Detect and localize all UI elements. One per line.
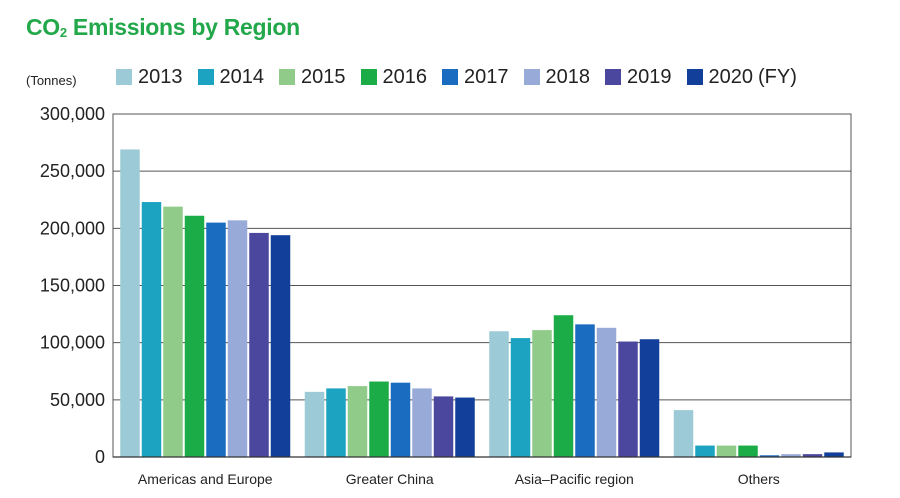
legend-item-2016: 2016 xyxy=(360,65,428,89)
bar-2019 xyxy=(249,232,269,457)
bar-2014 xyxy=(326,388,346,457)
title-subscript: 2 xyxy=(59,25,67,40)
bar-2015 xyxy=(532,330,552,457)
bar-2013 xyxy=(673,410,694,457)
legend-label: 2017 xyxy=(464,65,509,88)
y-tick-label: 300,000 xyxy=(40,104,105,124)
title-rest: Emissions by Region xyxy=(66,14,300,40)
legend-swatch xyxy=(116,69,132,85)
x-category-label: Greater China xyxy=(346,471,434,487)
bar-2017 xyxy=(390,382,411,457)
y-axis-unit-label: (Tonnes) xyxy=(26,73,77,88)
y-tick-label: 150,000 xyxy=(40,276,105,296)
legend-label: 2014 xyxy=(219,65,265,88)
legend-item-2015: 2015 xyxy=(279,66,346,89)
y-tick-label: 50,000 xyxy=(50,390,105,410)
legend-swatch xyxy=(523,69,540,85)
bar-2020 xyxy=(455,397,475,457)
y-tick-label: 200,000 xyxy=(40,218,105,238)
legend-suffix: (FY) xyxy=(758,65,797,88)
legend-swatch xyxy=(197,69,214,85)
legend-label: 2015 xyxy=(301,65,346,88)
chart-title: CO2 Emissions by Region xyxy=(26,14,300,41)
bar-2017 xyxy=(206,222,226,457)
bar-2016 xyxy=(369,381,389,457)
bar-2015 xyxy=(163,206,183,457)
legend-item-2020: 2020 (FY) xyxy=(686,65,797,89)
legend-label: 2013 xyxy=(138,65,183,88)
y-tick-label: 0 xyxy=(95,447,105,467)
legend-label: 2016 xyxy=(382,65,428,88)
bar-2018 xyxy=(596,327,617,457)
bar-2017 xyxy=(575,324,595,457)
legend-item-2014: 2014 xyxy=(197,65,265,89)
legend-label: 2018 xyxy=(545,65,591,88)
y-tick-label: 100,000 xyxy=(40,333,105,353)
legend-swatch xyxy=(442,69,458,85)
bar-2018 xyxy=(412,388,432,457)
bar-2020 xyxy=(270,235,291,457)
legend-label: 2020 xyxy=(708,65,754,88)
bar-2019 xyxy=(433,396,454,457)
legend-swatch xyxy=(360,69,377,85)
legend-label: 2019 xyxy=(627,65,672,88)
chart-legend: 2013 2014 2015 2016 2017 2018 2019 2020 (FY) xyxy=(116,64,797,90)
bar-2013 xyxy=(489,331,509,457)
bar-2018 xyxy=(227,220,248,457)
bar-2013 xyxy=(120,149,140,457)
x-category-label: Others xyxy=(738,471,780,487)
legend-swatch xyxy=(686,69,703,85)
bar-2019 xyxy=(618,341,638,457)
bar-2015 xyxy=(347,386,368,457)
legend-item-2013: 2013 xyxy=(116,66,183,89)
bar-2016 xyxy=(553,315,574,457)
bar-2013 xyxy=(304,391,325,457)
legend-item-2018: 2018 xyxy=(523,65,591,89)
bar-2019 xyxy=(802,454,823,457)
bar-2016 xyxy=(184,215,205,457)
bar-2015 xyxy=(716,445,737,457)
bar-2020 xyxy=(824,452,844,457)
bar-2017 xyxy=(759,455,780,457)
bar-2014 xyxy=(695,445,715,457)
legend-item-2019: 2019 xyxy=(605,66,672,89)
title-main: CO xyxy=(26,14,60,40)
bar-2020 xyxy=(639,339,660,457)
x-category-label: Americas and Europe xyxy=(138,471,273,487)
bar-2016 xyxy=(738,445,758,457)
bar-2018 xyxy=(781,454,801,457)
legend-swatch xyxy=(605,69,621,85)
legend-swatch xyxy=(279,69,295,85)
y-tick-label: 250,000 xyxy=(40,161,105,181)
bar-2014 xyxy=(510,338,531,457)
x-category-label: Asia–Pacific region xyxy=(515,471,634,487)
legend-item-2017: 2017 xyxy=(442,66,509,89)
bar-2014 xyxy=(141,202,162,457)
